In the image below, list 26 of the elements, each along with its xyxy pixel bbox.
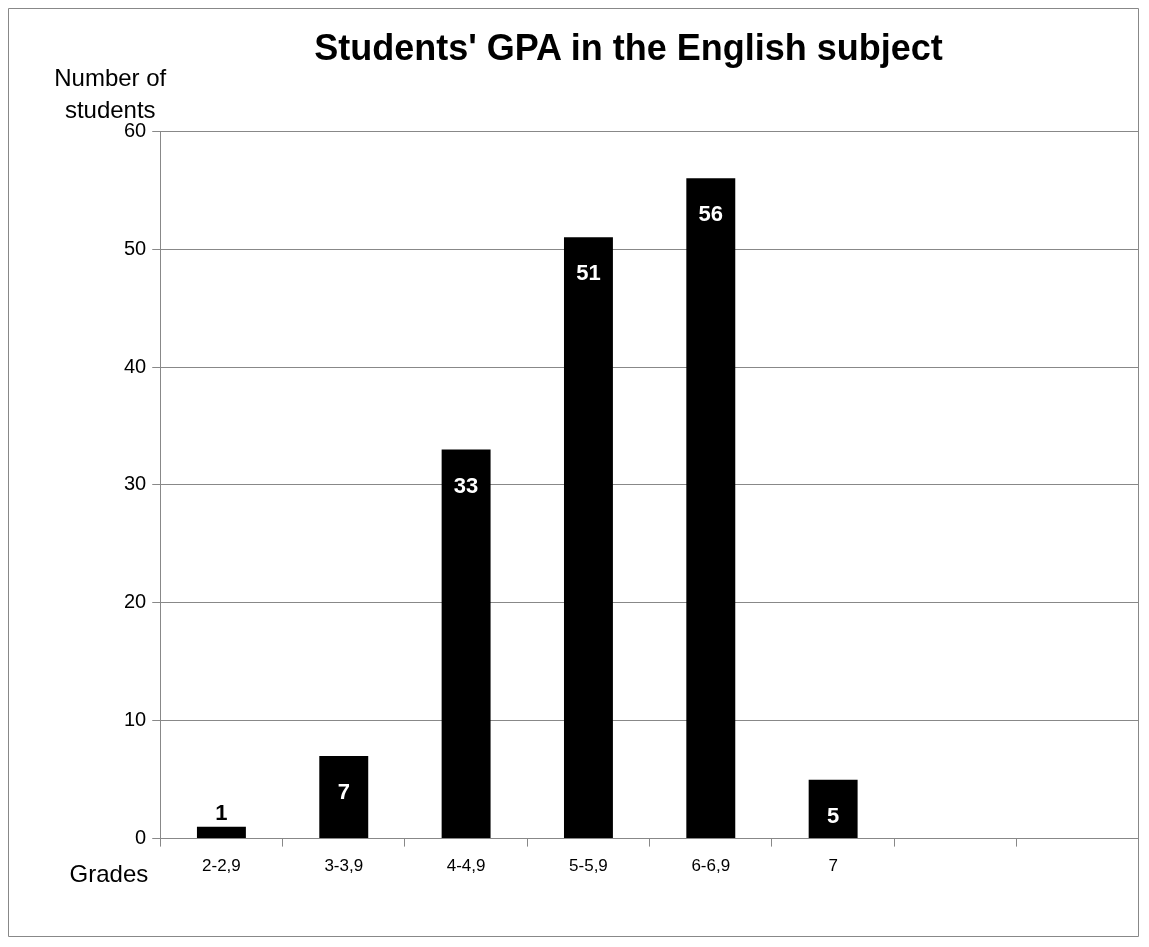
x-tick-label: 7 bbox=[828, 856, 838, 876]
data-label: 1 bbox=[215, 799, 228, 825]
y-tick-label: 40 bbox=[124, 354, 147, 377]
data-label: 33 bbox=[453, 472, 479, 498]
x-tick-label: 6-6,9 bbox=[691, 856, 731, 876]
x-tick-label: 3-3,9 bbox=[324, 856, 364, 876]
data-label: 7 bbox=[337, 779, 350, 805]
y-tick-label: 20 bbox=[124, 590, 147, 613]
data-label: 51 bbox=[576, 260, 601, 286]
y-tick-label: 50 bbox=[124, 236, 147, 259]
x-tick-label: 2-2,9 bbox=[202, 856, 241, 876]
data-label: 56 bbox=[698, 201, 724, 227]
bar bbox=[319, 756, 369, 839]
x-tick-label: 5-5,9 bbox=[569, 856, 608, 876]
bar bbox=[686, 178, 736, 839]
y-tick-label: 30 bbox=[124, 472, 147, 495]
x-tick-label: 4-4,9 bbox=[446, 856, 486, 876]
chart-title: Students' GPA in the English subject bbox=[314, 26, 943, 68]
bar bbox=[196, 826, 246, 839]
y-tick-label: 10 bbox=[124, 708, 147, 731]
data-label: 5 bbox=[827, 802, 840, 828]
bar bbox=[441, 449, 491, 839]
bar bbox=[563, 237, 613, 839]
x-axis-title: Grades bbox=[69, 860, 149, 888]
y-tick-label: 0 bbox=[135, 826, 147, 849]
bar bbox=[808, 779, 858, 839]
